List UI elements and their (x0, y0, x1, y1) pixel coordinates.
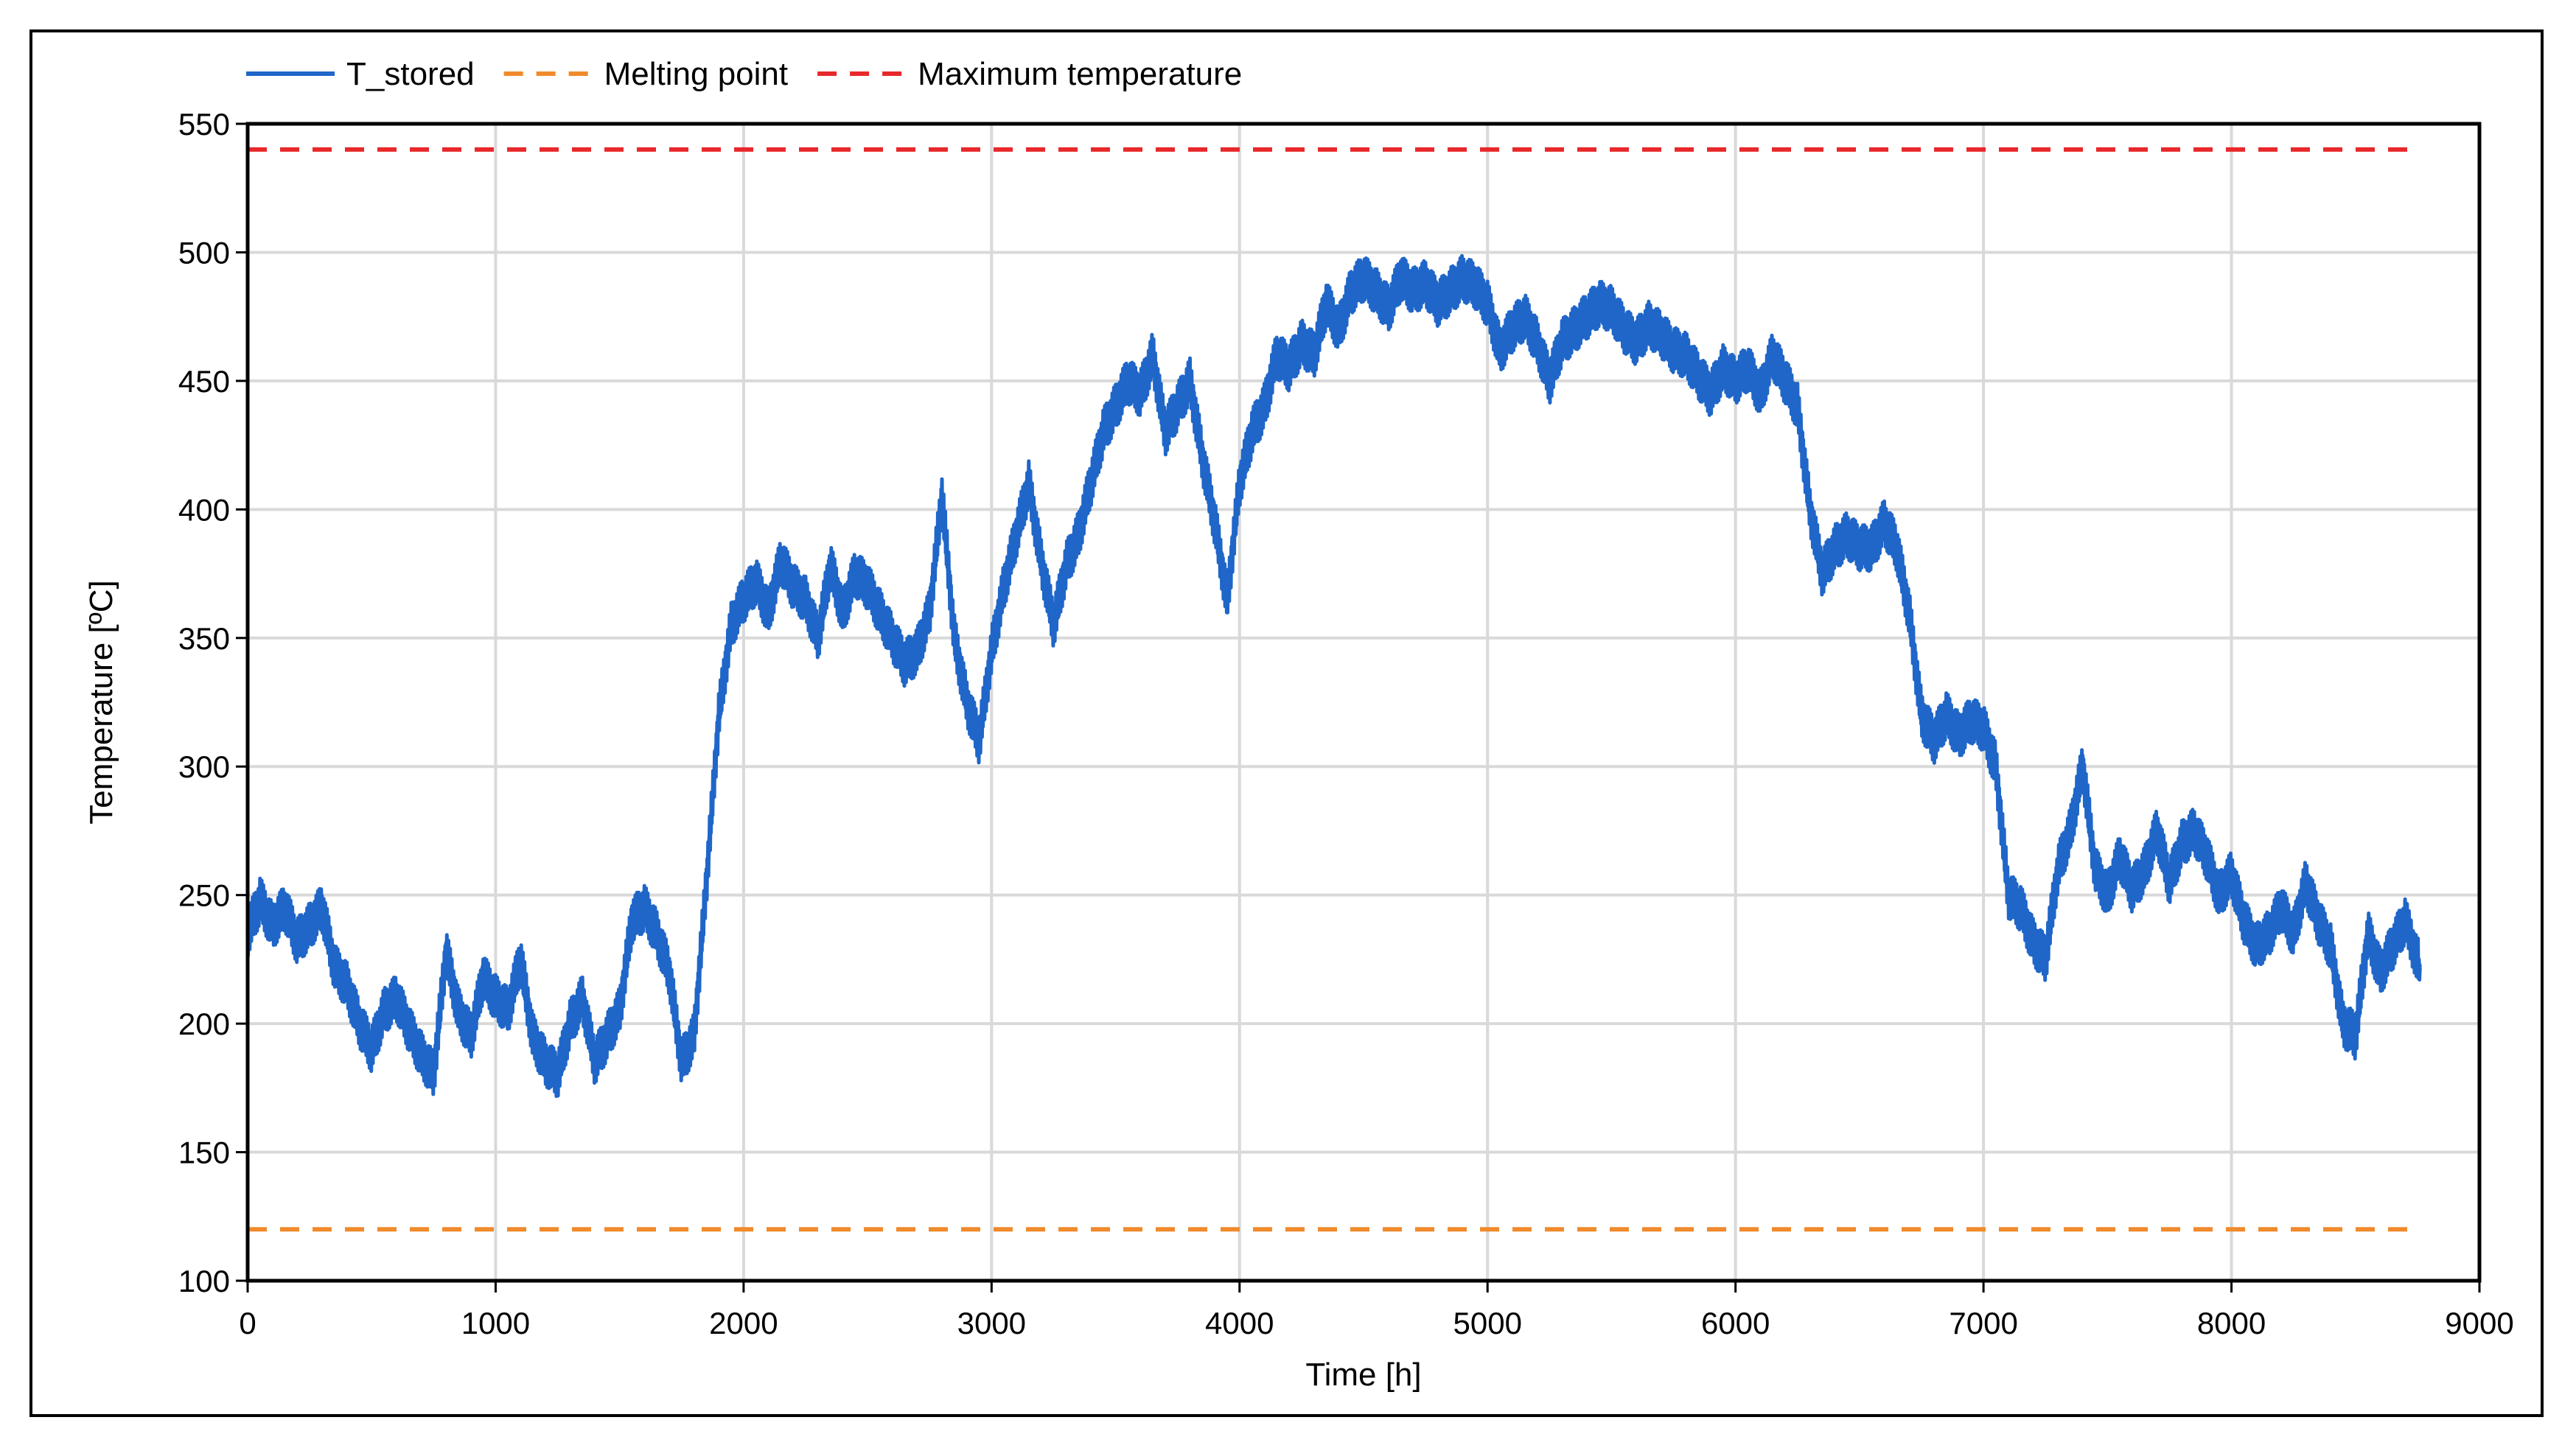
y-tick-label: 550 (178, 107, 230, 141)
y-tick-label: 300 (178, 749, 230, 784)
legend-label: T_stored (346, 56, 475, 92)
series-layer (245, 147, 2423, 1232)
plot-border (245, 122, 2482, 1283)
y-tick-label: 200 (178, 1007, 230, 1041)
legend: T_stored Melting point Maximum temperature (246, 56, 1242, 92)
y-tick-label: 150 (178, 1136, 230, 1170)
series-line-t-stored (245, 276, 2423, 1077)
chart-frame: 0 1000 2000 3000 4000 5000 6000 7000 8000 9000 100… (29, 29, 2544, 1417)
y-tick-label: 500 (178, 235, 230, 270)
y-tick-label: 250 (178, 878, 230, 913)
ticks: 0 1000 2000 3000 4000 5000 6000 7000 8000 9000 100… (178, 107, 2514, 1340)
legend-label: Melting point (604, 56, 788, 92)
x-tick-label: 4000 (1205, 1306, 1274, 1340)
y-tick-label: 350 (178, 621, 230, 656)
y-axis-label: Temperature [ºC] (83, 580, 119, 825)
legend-label: Maximum temperature (918, 56, 1242, 92)
y-tick-label: 100 (178, 1264, 230, 1298)
x-tick-label: 3000 (957, 1306, 1026, 1340)
series-band-t-stored (245, 253, 2422, 1099)
y-tick-label: 400 (178, 492, 230, 527)
x-tick-label: 0 (239, 1306, 256, 1340)
chart: 0 1000 2000 3000 4000 5000 6000 7000 8000 9000 100… (83, 56, 2514, 1393)
x-tick-label: 2000 (709, 1306, 778, 1340)
x-tick-label: 5000 (1453, 1306, 1522, 1340)
x-axis-label: Time [h] (1305, 1357, 1421, 1393)
x-tick-label: 9000 (2445, 1306, 2513, 1340)
y-tick-label: 450 (178, 364, 230, 399)
x-tick-label: 8000 (2197, 1306, 2266, 1340)
x-tick-label: 6000 (1701, 1306, 1770, 1340)
x-tick-label: 7000 (1949, 1306, 2017, 1340)
x-tick-label: 1000 (461, 1306, 530, 1340)
